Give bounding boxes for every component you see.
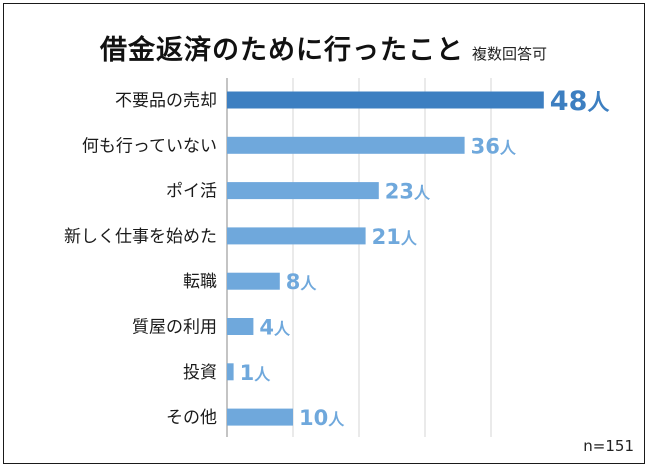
bar <box>227 182 379 200</box>
data-label-unit: 人 <box>328 410 345 429</box>
data-label: 23人 <box>385 180 431 204</box>
data-label: 48人 <box>550 86 610 117</box>
category-label: 新しく仕事を始めた <box>64 227 217 247</box>
title-block: 借金返済のために行ったこと 複数回答可 <box>100 28 547 67</box>
bar <box>227 227 366 245</box>
data-label-unit: 人 <box>401 229 418 248</box>
category-label: 転職 <box>183 272 217 292</box>
data-label: 4人 <box>259 316 291 340</box>
bar <box>227 408 293 426</box>
bar <box>227 91 544 109</box>
data-label: 36人 <box>471 134 517 158</box>
data-label-unit: 人 <box>500 138 517 157</box>
bar <box>227 272 280 290</box>
category-label: 何も行っていない <box>82 136 217 156</box>
category-label: 不要品の売却 <box>115 91 217 111</box>
data-label-unit: 人 <box>414 184 431 203</box>
category-label: 投資 <box>183 363 217 383</box>
data-label: 8人 <box>286 270 318 294</box>
data-label: 1人 <box>240 361 272 385</box>
category-label: ポイ活 <box>166 182 217 202</box>
bar <box>227 136 465 154</box>
data-label-unit: 人 <box>274 320 291 339</box>
chart-title: 借金返済のために行ったこと <box>100 35 464 66</box>
data-label: 21人 <box>372 225 418 249</box>
data-label: 10人 <box>299 406 345 430</box>
category-label: 質屋の利用 <box>132 318 217 338</box>
bar <box>227 318 254 335</box>
bar <box>227 363 234 381</box>
data-label-unit: 人 <box>300 274 317 293</box>
data-label-unit: 人 <box>254 365 271 384</box>
chart-subtitle: 複数回答可 <box>472 45 548 63</box>
data-label-unit: 人 <box>587 91 609 116</box>
sample-size-note: n=151 <box>583 437 634 455</box>
category-label: その他 <box>166 408 217 428</box>
